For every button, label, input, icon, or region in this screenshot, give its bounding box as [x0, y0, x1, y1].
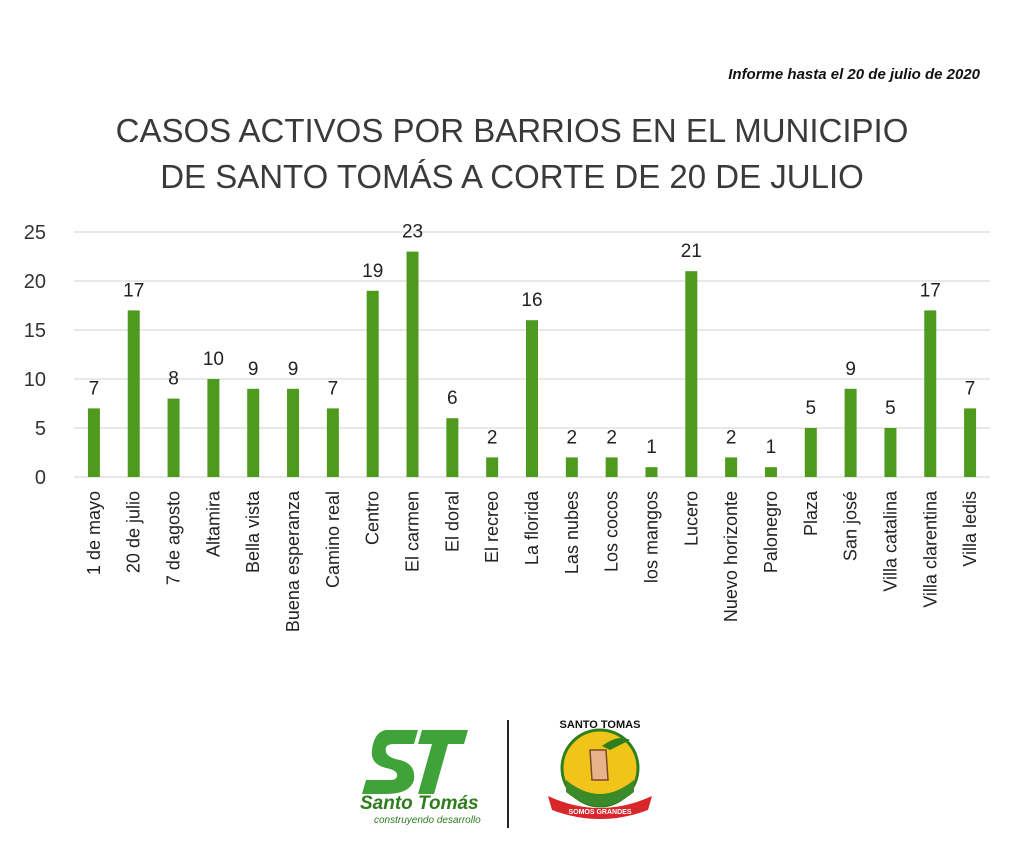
santo-tomas-seal-logo: SANTO TOMAS SOMOS GRANDES: [548, 719, 652, 819]
bar-nuevo-horizonte: [725, 457, 738, 477]
data-label: 10: [203, 349, 224, 370]
x-tick-label: Altamira: [203, 490, 223, 557]
x-tick-label: Nuevo horizonte: [721, 491, 741, 622]
report-date: Informe hasta el 20 de julio de 2020: [728, 66, 980, 83]
bar-villa-clarentina: [924, 310, 937, 477]
y-tick-label: 0: [35, 467, 46, 489]
bar-la-florida: [526, 320, 538, 477]
x-tick-label: 20 de julio: [124, 491, 144, 573]
data-label: 17: [920, 280, 941, 301]
bar-buena-esperanza: [287, 388, 300, 477]
x-tick-label: El doral: [442, 491, 462, 552]
y-tick-label: 20: [24, 271, 46, 293]
data-label: 2: [567, 427, 578, 448]
chart-title: CASOS ACTIVOS POR BARRIOS EN EL MUNICIPI…: [0, 108, 1024, 200]
x-tick-label: El recreo: [482, 491, 502, 563]
y-tick-label: 5: [35, 418, 46, 440]
y-tick-label: 15: [24, 320, 46, 342]
data-label: 16: [521, 290, 542, 311]
bar-villa-catalina: [884, 428, 897, 477]
data-label: 1: [646, 437, 657, 458]
bar-los-cocos: [605, 457, 618, 477]
data-label: 2: [606, 427, 617, 448]
bar-plaza: [804, 428, 817, 477]
data-label: 5: [805, 398, 816, 419]
data-label: 7: [965, 378, 976, 399]
data-label: 7: [89, 378, 100, 399]
data-label: 21: [681, 241, 702, 262]
data-label: 2: [726, 427, 737, 448]
x-tick-label: Los cocos: [602, 491, 622, 572]
bar-7-de-agosto: [167, 398, 180, 477]
seal-ribbon-text: SOMOS GRANDES: [568, 809, 631, 816]
bar-san-josé: [844, 388, 857, 477]
data-label: 1: [766, 437, 777, 458]
bar-el-carmen: [406, 251, 419, 477]
santo-tomas-st-logo: [362, 730, 468, 794]
data-label: 9: [248, 359, 259, 380]
x-tick-label: Camino real: [323, 491, 343, 588]
x-tick-label: Villa clarentina: [920, 490, 940, 608]
x-tick-label: 1 de mayo: [84, 491, 104, 575]
data-label: 9: [288, 359, 299, 380]
bar-el-doral: [446, 418, 459, 477]
y-tick-label: 25: [24, 222, 46, 244]
y-tick-label: 10: [24, 369, 46, 391]
chart-title-line-1: CASOS ACTIVOS POR BARRIOS EN EL MUNICIPI…: [115, 112, 909, 149]
bar-villa-ledis: [964, 408, 977, 477]
data-label: 19: [362, 261, 383, 282]
x-tick-label: Villa catalina: [880, 490, 900, 592]
chart-title-line-2: DE SANTO TOMÁS A CORTE DE 20 DE JULIO: [160, 158, 864, 195]
bar-1-de-mayo: [87, 408, 100, 477]
data-label: 2: [487, 427, 498, 448]
x-tick-label: Bella vista: [243, 490, 263, 573]
bar-centro: [366, 290, 379, 477]
bar-lucero: [685, 271, 698, 477]
x-tick-label: Villa ledis: [960, 491, 980, 567]
data-label: 17: [123, 280, 144, 301]
bar-camino-real: [326, 408, 339, 477]
x-tick-label: La florida: [522, 490, 542, 565]
bar-altamira: [207, 379, 220, 477]
bar-el-recreo: [486, 457, 499, 477]
bar-palonegro: [764, 467, 777, 477]
data-label: 8: [168, 369, 179, 390]
seal-top-text: SANTO TOMAS: [560, 719, 641, 731]
x-tick-label: Las nubes: [562, 491, 582, 574]
x-tick-label: Plaza: [801, 490, 821, 536]
x-tick-label: Palonegro: [761, 491, 781, 573]
st-logo-name: Santo Tomás: [360, 793, 479, 814]
bar-bella-vista: [247, 388, 260, 477]
st-logo-tagline: construyendo desarrollo: [374, 815, 481, 826]
bar-las-nubes: [565, 457, 578, 477]
bar-20-de-julio: [127, 310, 140, 477]
x-tick-label: 7 de agosto: [164, 491, 184, 585]
x-tick-label: El carmen: [403, 491, 423, 572]
x-tick-label: los mangos: [641, 491, 661, 583]
logo-divider: [507, 720, 509, 828]
data-label: 23: [402, 222, 423, 243]
data-label: 5: [885, 398, 896, 419]
data-label: 7: [328, 378, 339, 399]
bar-los-mangos: [645, 467, 658, 477]
data-label: 6: [447, 388, 458, 409]
x-tick-label: Lucero: [681, 491, 701, 546]
x-tick-label: Buena esperanza: [283, 490, 303, 632]
x-tick-label: Centro: [363, 491, 383, 545]
x-tick-label: San josé: [841, 491, 861, 561]
data-label: 9: [845, 359, 856, 380]
